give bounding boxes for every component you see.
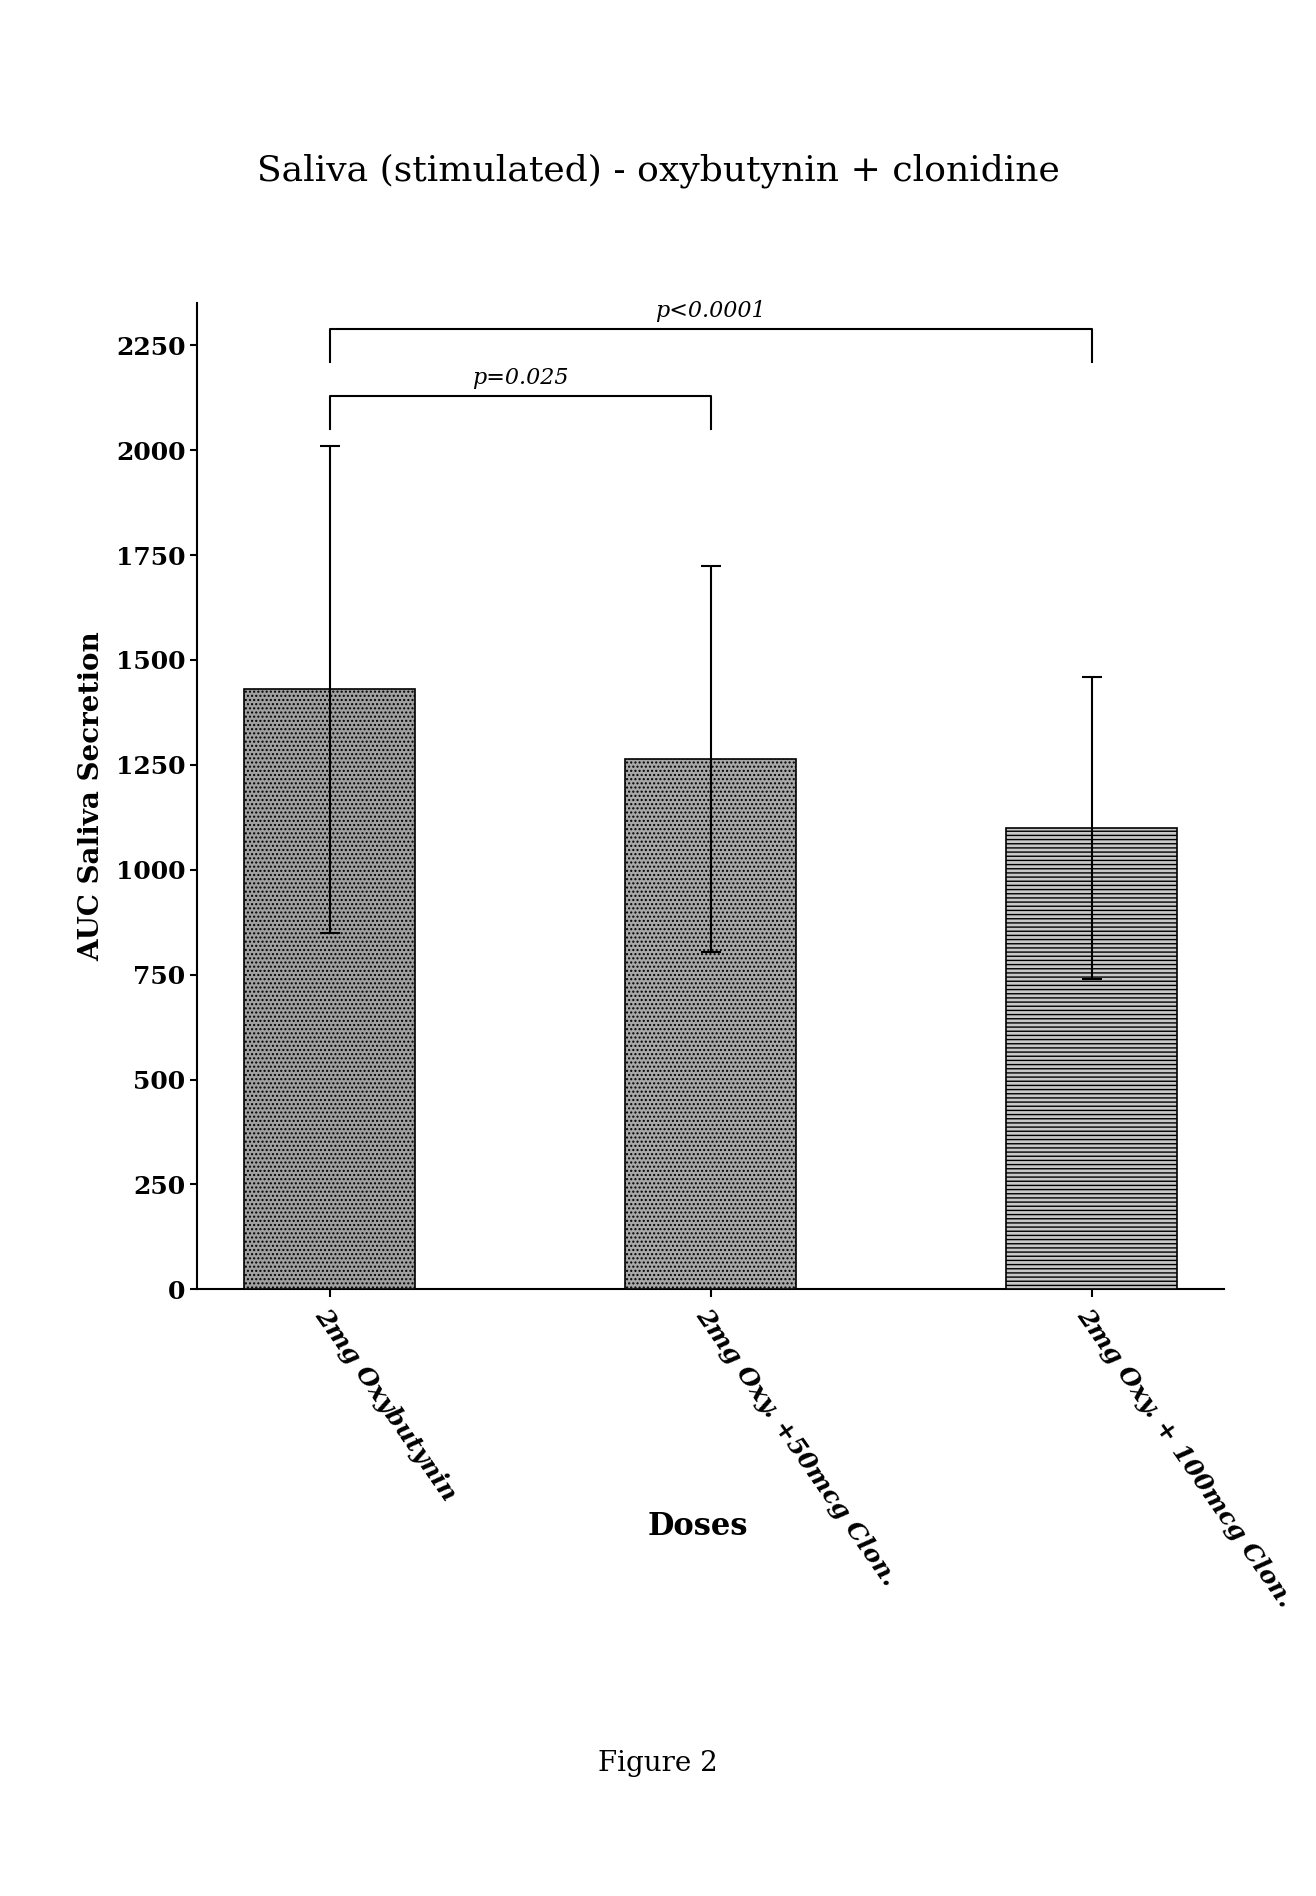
Text: p=0.025: p=0.025 <box>472 368 569 389</box>
Text: Doses: Doses <box>647 1511 747 1541</box>
Bar <box>1005 829 1178 1289</box>
Bar <box>243 690 416 1289</box>
Text: Figure 2: Figure 2 <box>599 1750 717 1777</box>
Text: p<0.0001: p<0.0001 <box>655 300 766 322</box>
Text: Saliva (stimulated) - oxybutynin + clonidine: Saliva (stimulated) - oxybutynin + cloni… <box>257 154 1059 188</box>
Y-axis label: AUC Saliva Secretion: AUC Saliva Secretion <box>78 631 105 961</box>
Bar <box>625 758 796 1289</box>
